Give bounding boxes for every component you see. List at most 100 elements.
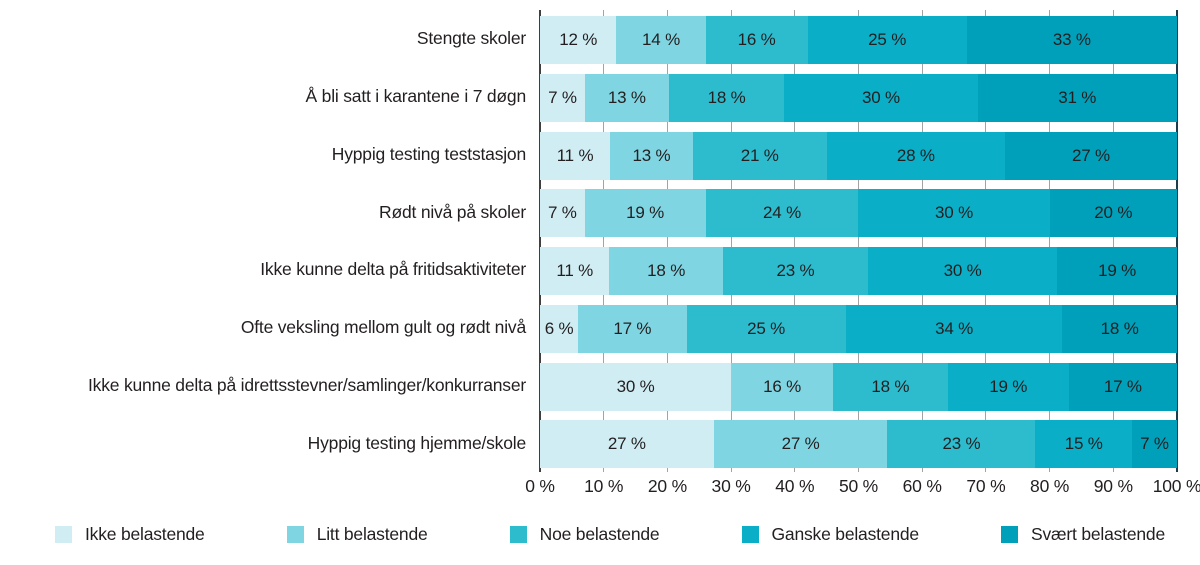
x-tick-label: 70 %: [966, 476, 1006, 496]
category-label: Stengte skoler: [416, 28, 526, 49]
category-label: Rødt nivå på skoler: [379, 201, 526, 222]
value-label: 31 %: [1058, 87, 1097, 107]
value-label: 23 %: [776, 261, 815, 280]
bar-segment: 23 %: [887, 420, 1036, 469]
bar-segment: 18 %: [668, 73, 785, 122]
value-label: 17 %: [1103, 376, 1142, 396]
bar-rows: Stengte skoler 12 % 14 % 16 % 25 % 33 % Å bli …: [0, 10, 1177, 472]
stacked-bar: 7 % 13 % 18 % 30 % 31 %: [540, 73, 1177, 122]
bar-segment: 7 %: [540, 73, 586, 122]
value-label: 27 %: [607, 434, 646, 454]
value-label: 24 %: [763, 203, 801, 223]
bar-segment: 20 %: [1049, 189, 1177, 238]
category-label: Ikke kunne delta på idrettsstevner/samli…: [88, 374, 526, 395]
bar-segment: 27 %: [540, 420, 714, 469]
bar-segment: 14 %: [616, 16, 706, 64]
value-label: 12 %: [559, 30, 598, 49]
category-label: Ofte veksling mellom gult og rødt nivå: [240, 317, 526, 338]
legend-label: Svært belastende: [1031, 524, 1165, 544]
value-label: 15 %: [1064, 434, 1103, 454]
value-label: 25 %: [747, 318, 786, 338]
bar-segment: 19 %: [1057, 247, 1177, 295]
value-label: 30 %: [862, 87, 900, 107]
x-tick-label: 40 %: [775, 476, 815, 496]
value-label: 30 %: [616, 376, 655, 396]
x-tick-label: 80 %: [1030, 476, 1070, 496]
gridline: [794, 10, 796, 472]
x-axis: 0 % 10 % 20 % 30 % 40 % 50 % 60 % 70 % 80 % 90 % 1…: [525, 476, 1200, 500]
bar-segment: 27 %: [1004, 131, 1177, 180]
chart-row: Ikke kunne delta på fritidsaktiviteter 11…: [0, 241, 1177, 299]
value-label: 11 %: [556, 261, 594, 280]
plot-right-border: [1176, 10, 1178, 472]
value-label: 16 %: [763, 376, 802, 396]
legend-swatch: [1001, 526, 1019, 543]
chart-row: Hyppig testing teststasjon 11 % 13 % 21 % 28…: [0, 126, 1177, 184]
legend-label: Ikke belastende: [85, 524, 205, 544]
bar-segment: 13 %: [610, 131, 693, 180]
category-label: Hyppig testing hjemme/skole: [307, 432, 527, 453]
bar-segment: 27 %: [713, 420, 888, 469]
value-label: 21 %: [740, 145, 779, 165]
category-label: Hyppig testing teststasjon: [331, 143, 526, 164]
x-tick-label: 100 %: [1152, 476, 1200, 496]
grid-layer: [539, 10, 1178, 472]
bar-segment: 18 %: [1062, 304, 1177, 353]
legend-item: Ikke belastende: [55, 524, 205, 545]
stacked-bar: 11 % 18 % 23 % 30 % 19 %: [540, 247, 1177, 295]
value-label: 14 %: [642, 30, 680, 49]
bar-segment: 19 %: [584, 189, 706, 238]
bar-segment: 11 %: [540, 247, 610, 295]
legend-item: Noe belastende: [509, 524, 660, 545]
value-label: 19 %: [989, 376, 1028, 396]
value-label: 7 %: [1140, 434, 1169, 454]
value-label: 20 %: [1094, 203, 1133, 223]
bar-segment: 33 %: [966, 16, 1177, 64]
legend-swatch: [286, 526, 304, 543]
bar-segment: 30 %: [784, 73, 978, 122]
gridline: [603, 10, 605, 472]
bar-segment: 16 %: [705, 16, 808, 64]
chart-row: Rødt nivå på skoler 7 % 19 % 24 % 30 % 20 %: [0, 183, 1177, 241]
value-label: 6 %: [544, 318, 574, 338]
legend-label: Ganske belastende: [771, 524, 920, 544]
value-label: 11 %: [556, 145, 594, 165]
category-label: Å bli satt i karantene i 7 døgn: [305, 86, 527, 107]
bar-segment: 30 %: [867, 247, 1058, 295]
bar-segment: 21 %: [692, 131, 827, 180]
bar-segment: 11 %: [540, 131, 611, 180]
bar-segment: 7 %: [540, 189, 585, 238]
legend-item: Ganske belastende: [741, 524, 920, 545]
bar-segment: 28 %: [826, 131, 1005, 180]
bar-segment: 23 %: [722, 247, 868, 295]
value-label: 30 %: [943, 261, 982, 280]
x-tick-label: 20 %: [647, 476, 687, 496]
value-label: 7 %: [548, 87, 577, 107]
bar-segment: 19 %: [947, 362, 1069, 411]
chart-area: Stengte skoler 12 % 14 % 16 % 25 % 33 % Å bli …: [0, 10, 1200, 500]
value-label: 33 %: [1052, 30, 1091, 49]
gridline: [921, 10, 923, 472]
value-label: 34 %: [935, 318, 974, 338]
x-tick-label: 60 %: [902, 476, 942, 496]
bar-segment: 30 %: [540, 362, 732, 411]
gridline: [666, 10, 668, 472]
value-label: 27 %: [781, 434, 820, 454]
value-label: 13 %: [607, 87, 646, 107]
chart-row: Ikke kunne delta på idrettsstevner/samli…: [0, 357, 1177, 415]
x-tick-label: 10 %: [584, 476, 624, 496]
y-axis-line: [539, 10, 541, 472]
value-label: 28 %: [896, 145, 935, 165]
chart-row: Ofte veksling mellom gult og rødt nivå 6 …: [0, 299, 1177, 357]
value-label: 18 %: [707, 87, 746, 107]
stacked-bar: 27 % 27 % 23 % 15 % 7 %: [540, 420, 1177, 469]
bar-segment: 16 %: [731, 362, 833, 411]
bar-segment: 12 %: [540, 16, 617, 64]
stacked-bar: 7 % 19 % 24 % 30 % 20 %: [540, 189, 1177, 238]
legend-swatch: [509, 526, 527, 543]
bar-segment: 30 %: [858, 189, 1050, 238]
value-label: 13 %: [632, 145, 671, 165]
bar-segment: 18 %: [833, 362, 948, 411]
bar-segment: 6 %: [540, 304, 579, 353]
bar-segment: 7 %: [1131, 420, 1177, 469]
